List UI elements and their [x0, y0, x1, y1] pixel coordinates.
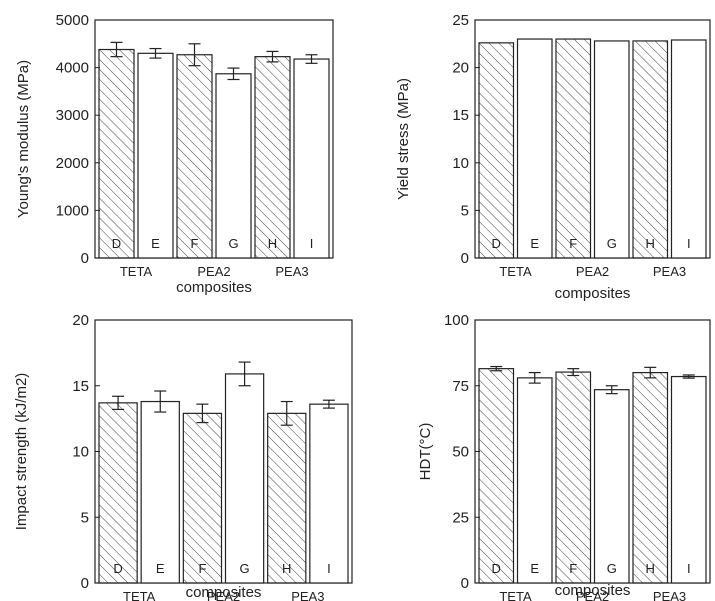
y-axis-label: Impact strength (kJ/m2)	[13, 373, 30, 531]
y-tick-label: 0	[461, 575, 469, 592]
x-axis-label: composites	[176, 279, 252, 296]
bar-letter-label: E	[530, 236, 539, 251]
y-axis-label: Young's modulus (MPa)	[15, 60, 32, 218]
y-tick-label: 75	[452, 378, 469, 395]
bar-E	[137, 52, 174, 259]
bar-D	[98, 48, 135, 259]
bar-letter-label: I	[327, 561, 331, 576]
chart-panel-3: 0 5 10 15 20 Impact strength (kJ/m2) D E F G H I TET…	[13, 312, 353, 601]
x-group-label: PEA2	[576, 589, 609, 601]
bar-letter-label: F	[191, 236, 199, 251]
y-tick-label: 2000	[56, 155, 89, 172]
bar-D	[478, 368, 515, 584]
bar-G	[215, 73, 252, 259]
bar-G	[593, 40, 630, 259]
y-tick-label: 15	[452, 107, 469, 124]
bar-G	[224, 373, 265, 584]
y-tick-label: 10	[72, 444, 89, 461]
bar-H	[632, 40, 669, 259]
y-tick-label: 0	[461, 250, 469, 267]
bar-letter-label: E	[156, 561, 165, 576]
y-tick-label: 5000	[56, 12, 89, 29]
bar-letter-label: D	[492, 236, 501, 251]
x-group-label: PEA3	[275, 264, 308, 279]
x-group-label: PEA2	[207, 589, 240, 601]
bar-letter-label: G	[607, 561, 617, 576]
y-axis-label: Yield stress (MPa)	[395, 78, 412, 200]
bar-letter-label: G	[240, 561, 250, 576]
bar-E	[140, 400, 180, 584]
bar-I	[309, 403, 349, 584]
bar-letter-label: G	[228, 236, 238, 251]
x-group-label: TETA	[499, 264, 532, 279]
x-group-label: PEA2	[576, 264, 609, 279]
x-group-label: TETA	[120, 264, 153, 279]
bar-letter-label: F	[569, 561, 577, 576]
bar-I	[293, 58, 330, 259]
bar-F	[555, 371, 592, 584]
bar-letter-label: F	[569, 236, 577, 251]
bar-F	[182, 412, 223, 584]
bar-letter-label: H	[646, 561, 655, 576]
y-tick-label: 15	[72, 378, 89, 395]
y-tick-label: 50	[452, 444, 469, 461]
bar-letter-label: I	[687, 236, 691, 251]
bar-F	[555, 38, 592, 259]
bar-I	[670, 39, 707, 259]
y-tick-label: 25	[452, 509, 469, 526]
y-tick-label: 25	[452, 12, 469, 29]
y-tick-label: 20	[452, 60, 469, 77]
x-group-label: PEA3	[291, 589, 324, 601]
bar-letter-label: E	[530, 561, 539, 576]
bar-H	[632, 372, 669, 584]
bar-D	[478, 42, 515, 259]
bar-letter-label: D	[113, 561, 122, 576]
bar-letter-label: D	[112, 236, 121, 251]
y-tick-label: 4000	[56, 60, 89, 77]
x-axis-label: composites	[555, 285, 631, 302]
bar-H	[267, 412, 307, 584]
bar-H	[254, 56, 291, 259]
x-group-label: PEA2	[197, 264, 230, 279]
y-tick-label: 1000	[56, 202, 89, 219]
bar-E	[516, 38, 553, 259]
bar-letter-label: H	[268, 236, 277, 251]
chart-panel-2: 0 5 10 15 20 25 Yield stress (MPa) D E F G H I TETA PE…	[395, 12, 711, 302]
bar-letter-label: H	[282, 561, 291, 576]
y-tick-label: 3000	[56, 107, 89, 124]
plot-frame	[474, 19, 711, 259]
bar-D	[98, 402, 138, 584]
bar-letter-label: H	[646, 236, 655, 251]
plot-frame	[94, 19, 334, 259]
bar-letter-label: E	[151, 236, 160, 251]
bar-E	[516, 377, 553, 584]
y-tick-label: 100	[444, 312, 469, 329]
x-group-label: PEA3	[653, 264, 686, 279]
bar-letter-label: I	[310, 236, 314, 251]
x-axis-label: composites	[186, 584, 262, 601]
y-tick-label: 20	[72, 312, 89, 329]
y-tick-label: 0	[81, 575, 89, 592]
bar-F	[176, 54, 213, 259]
bar-G	[593, 389, 630, 584]
y-tick-label: 0	[81, 250, 89, 267]
x-group-label: TETA	[499, 589, 532, 601]
bar-letter-label: G	[607, 236, 617, 251]
bar-letter-label: F	[198, 561, 206, 576]
x-group-label: TETA	[123, 589, 156, 601]
chart-panel-1: 0 1000 2000 3000 4000 5000 Young's modulus (MP…	[15, 12, 334, 296]
bar-letter-label: D	[492, 561, 501, 576]
bar-I	[670, 375, 707, 584]
x-axis-label: composites	[555, 582, 631, 599]
y-tick-label: 5	[81, 509, 89, 526]
x-group-label: PEA3	[653, 589, 686, 601]
y-tick-label: 5	[461, 202, 469, 219]
bar-letter-label: I	[687, 561, 691, 576]
y-axis-label: HDT(°C)	[417, 423, 434, 481]
chart-panel-4: 0 25 50 75 100 HDT(°C) D E F G H I TETA PEA2 PEA3 compo…	[417, 312, 711, 601]
y-tick-label: 10	[452, 155, 469, 172]
